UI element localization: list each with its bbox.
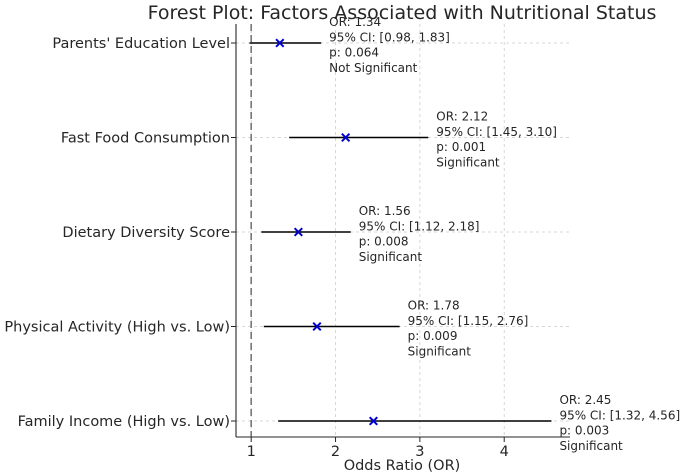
or-marker: [293, 227, 303, 237]
or-marker-stroke: [293, 227, 303, 237]
annotation-line: OR: 1.56: [359, 204, 411, 218]
or-annotation: OR: 2.45 95% CI: [1.32, 4.56] p: 0.003 Sign…: [559, 393, 680, 453]
factor-row: Parents' Education Level OR: 1.34 95% CI: …: [52, 15, 450, 75]
factor-row: Dietary Diversity Score OR: 1.56 95% CI: […: [62, 204, 479, 264]
factor-row: Family Income (High vs. Low) OR: 2.45 95% …: [18, 393, 681, 453]
x-tick-label: 2: [331, 444, 340, 460]
annotation-line: Significant: [436, 155, 500, 169]
or-annotation: OR: 1.34 95% CI: [0.98, 1.83] p: 0.064 Not …: [329, 15, 450, 75]
factor-label: Fast Food Consumption: [61, 131, 230, 147]
or-marker-stroke: [368, 416, 378, 426]
chart-title: Forest Plot: Factors Associated with Nut…: [148, 2, 657, 24]
or-marker: [275, 38, 285, 48]
or-annotation: OR: 1.56 95% CI: [1.12, 2.18] p: 0.008 Sign…: [359, 204, 480, 264]
or-marker-stroke: [341, 132, 351, 143]
factor-label: Physical Activity (High vs. Low): [4, 320, 230, 336]
annotation-line: p: 0.008: [359, 235, 409, 249]
x-tick-label: 4: [500, 444, 509, 460]
x-tick-label: 3: [415, 444, 424, 460]
factor-label: Family Income (High vs. Low): [18, 414, 230, 430]
x-tick-label: 1: [247, 444, 256, 460]
annotation-line: OR: 1.34: [329, 15, 381, 29]
annotation-line: 95% CI: [0.98, 1.83]: [329, 30, 450, 44]
annotation-line: p: 0.001: [436, 140, 486, 154]
annotation-line: p: 0.003: [559, 424, 609, 438]
annotation-line: Significant: [359, 250, 423, 264]
or-annotation: OR: 2.12 95% CI: [1.45, 3.10] p: 0.001 Sign…: [436, 110, 557, 170]
annotation-line: Significant: [559, 439, 623, 453]
factor-row: Fast Food Consumption OR: 2.12 95% CI: [1.…: [61, 110, 557, 170]
x-ticks: 1 2 3 4: [247, 437, 509, 460]
annotation-line: 95% CI: [1.12, 2.18]: [359, 219, 480, 233]
x-axis-label: Odds Ratio (OR): [344, 458, 461, 474]
factor-label: Parents' Education Level: [52, 36, 230, 52]
annotation-line: OR: 1.78: [408, 299, 460, 313]
annotation-line: p: 0.009: [408, 329, 458, 343]
annotation-line: 95% CI: [1.32, 4.56]: [559, 408, 680, 422]
or-marker-stroke: [275, 38, 285, 48]
annotation-line: Significant: [408, 344, 472, 358]
or-marker: [368, 416, 378, 426]
annotation-line: 95% CI: [1.15, 2.76]: [408, 314, 529, 328]
or-marker: [341, 132, 351, 143]
annotation-line: Not Significant: [329, 61, 417, 75]
or-annotation: OR: 1.78 95% CI: [1.15, 2.76] p: 0.009 Sign…: [408, 299, 529, 359]
annotation-line: OR: 2.12: [436, 110, 488, 124]
annotation-line: OR: 2.45: [559, 393, 611, 407]
factor-label: Dietary Diversity Score: [62, 225, 230, 241]
annotation-line: 95% CI: [1.45, 3.10]: [436, 125, 557, 139]
or-marker: [312, 321, 322, 332]
or-marker-stroke: [312, 321, 322, 332]
annotation-line: p: 0.064: [329, 46, 379, 60]
factor-row: Physical Activity (High vs. Low) OR: 1.78…: [4, 299, 528, 359]
axes: [235, 24, 570, 438]
